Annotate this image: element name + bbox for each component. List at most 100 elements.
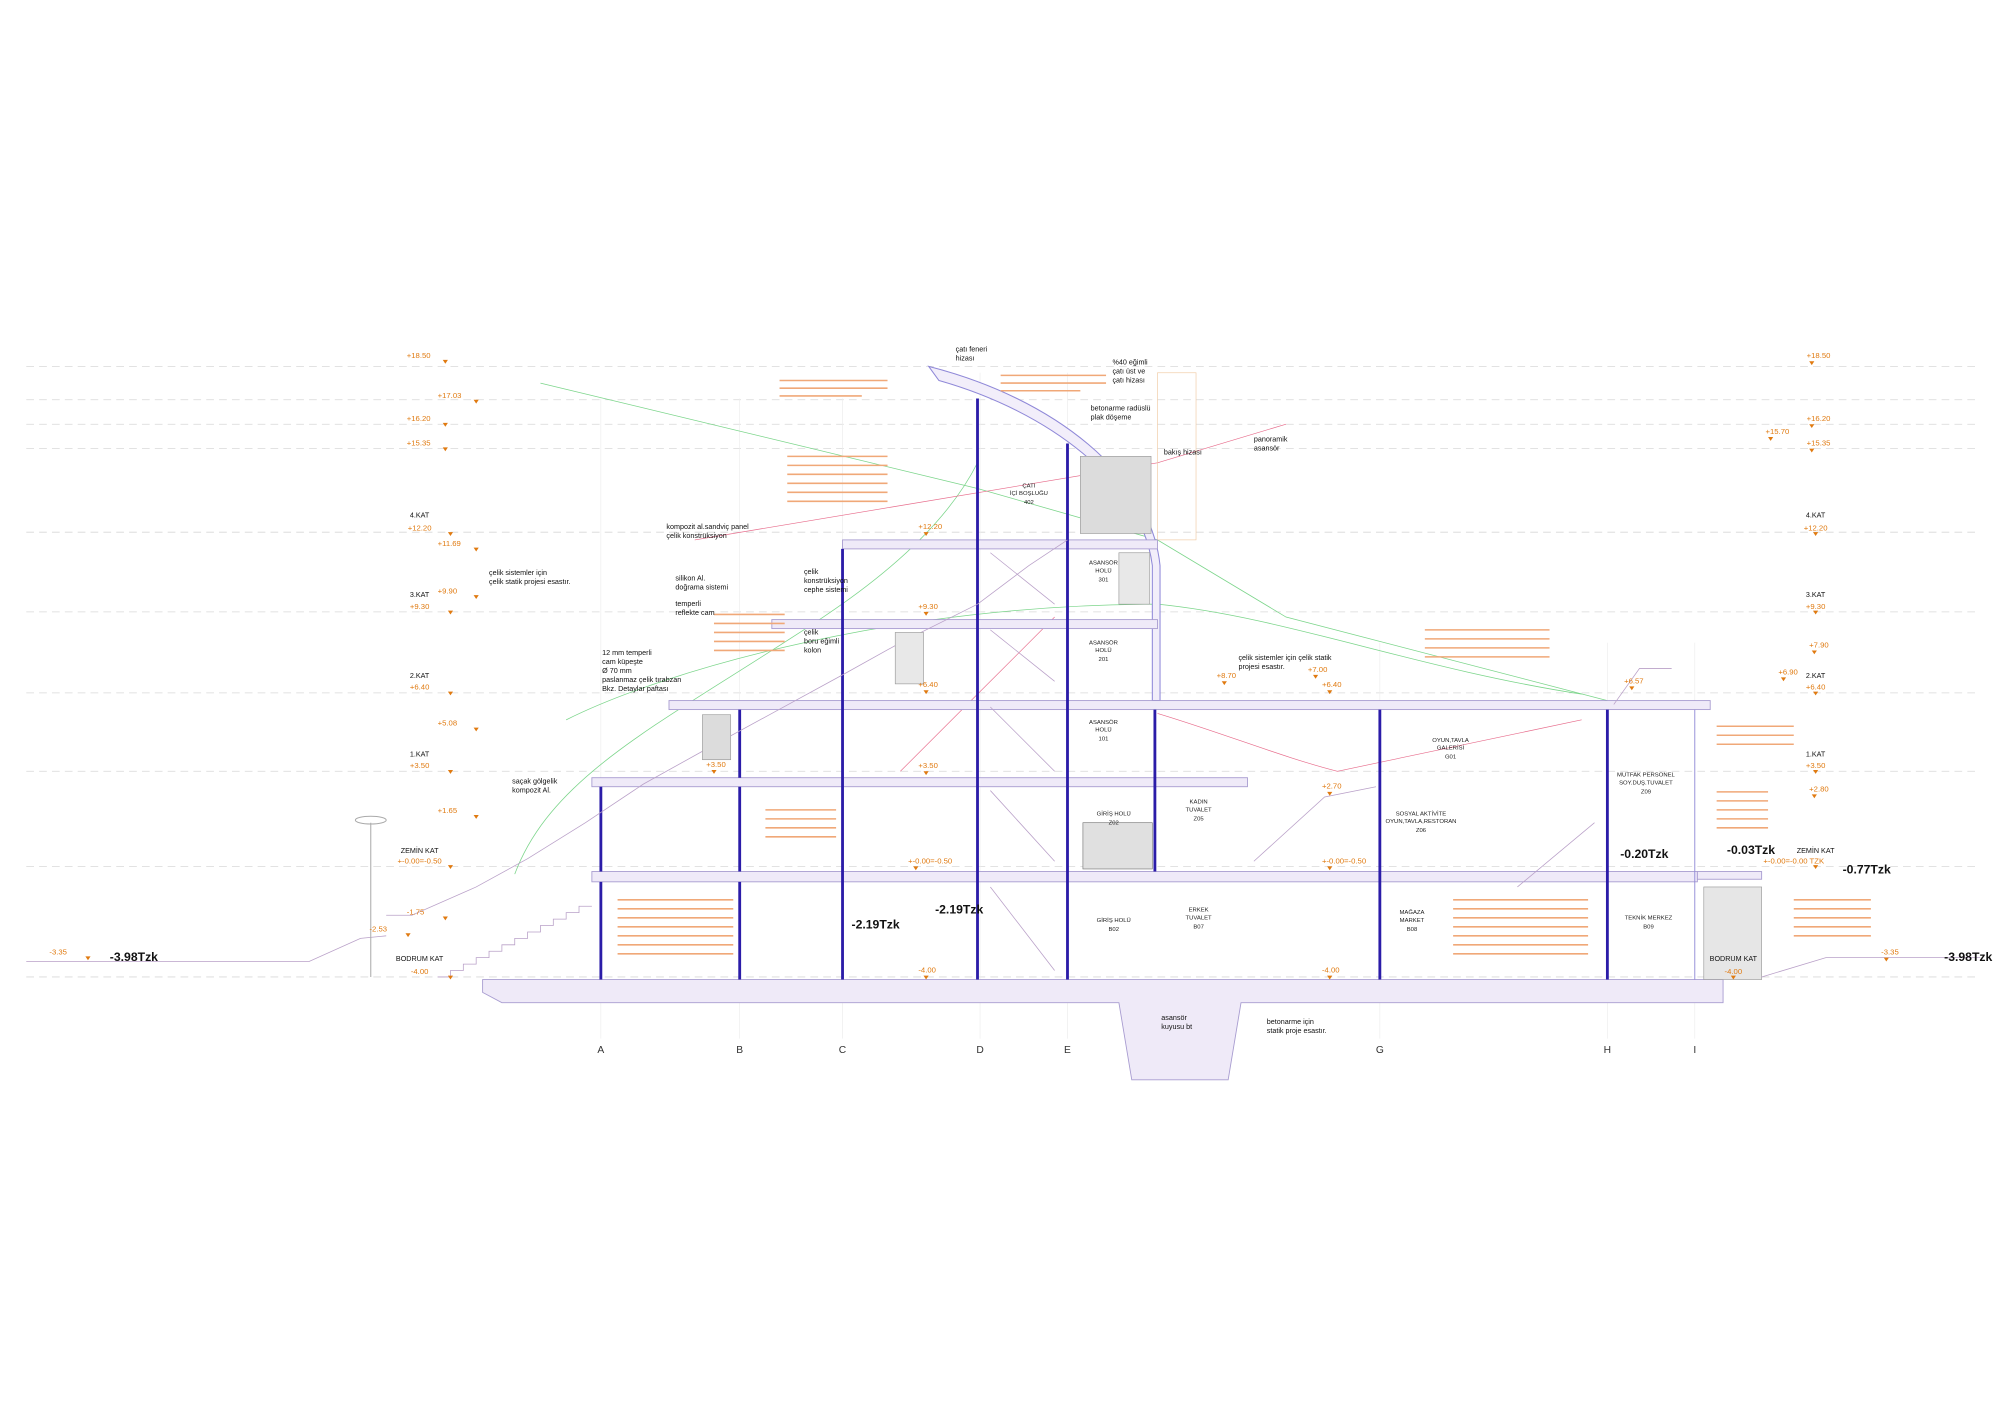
level-mark: +3.50 bbox=[918, 761, 938, 770]
annotation: panoramik bbox=[1254, 435, 1288, 444]
spot-level: -0.20Tzk bbox=[1620, 847, 1668, 861]
room-code: Z06 bbox=[1416, 828, 1427, 834]
spot-level: -3.98Tzk bbox=[1944, 950, 1992, 964]
annotation: cephe sistemi bbox=[804, 585, 848, 594]
level-mark: +16.20 bbox=[1807, 414, 1831, 423]
spot-level: -0.77Tzk bbox=[1843, 862, 1891, 876]
level-marker bbox=[1327, 975, 1333, 980]
fixtures bbox=[354, 552, 1153, 977]
room-name: ASANSÖR bbox=[1089, 719, 1118, 726]
level-marker bbox=[447, 975, 454, 980]
room-name: SOY.DUŞ.TUVALET bbox=[1619, 780, 1673, 786]
annotation: projesi esastır. bbox=[1238, 662, 1284, 671]
annotation: doğrama sistemi bbox=[675, 582, 728, 591]
level-name: 2.KAT bbox=[410, 671, 430, 680]
level-mark: -3.35 bbox=[1881, 948, 1899, 957]
spot-level: -3.98Tzk bbox=[110, 950, 158, 964]
room-name: ASANSÖR bbox=[1089, 639, 1118, 646]
level-mark: +11.69 bbox=[438, 539, 461, 548]
level-mark: +2.70 bbox=[1322, 782, 1342, 791]
room-name: İÇİ BOŞLUĞU bbox=[1010, 490, 1048, 497]
annotation: 12 mm temperli bbox=[602, 648, 652, 657]
level-marker bbox=[1221, 681, 1227, 686]
level-marker bbox=[1813, 769, 1819, 774]
level-mark: -2.53 bbox=[369, 924, 387, 933]
grid-axis-label: H bbox=[1604, 1045, 1611, 1056]
annotation: reflekte cam bbox=[675, 608, 714, 617]
annotation: statik proje esastır. bbox=[1267, 1026, 1327, 1035]
level-marker bbox=[1313, 674, 1319, 679]
stairs bbox=[26, 539, 1981, 978]
annotation: Bkz. Detaylar paftası bbox=[602, 684, 668, 693]
level-mark: -1.75 bbox=[407, 908, 425, 917]
grid-axis-label: G bbox=[1376, 1045, 1384, 1056]
level-elevation: +9.30 bbox=[1806, 602, 1825, 611]
level-marker bbox=[1809, 361, 1815, 366]
level-marker bbox=[447, 865, 454, 869]
annotation: çelik bbox=[804, 627, 819, 636]
room-name: ÇATI bbox=[1022, 483, 1035, 489]
room-code: B08 bbox=[1407, 927, 1418, 933]
level-marker bbox=[442, 447, 448, 452]
annotation: çelik sistemler için çelik statik bbox=[1238, 653, 1331, 662]
level-marker bbox=[1883, 957, 1889, 962]
grid-axis-label: E bbox=[1064, 1045, 1071, 1056]
level-marker bbox=[447, 532, 454, 537]
level-elevation: +-0.00=-0.50 bbox=[398, 856, 442, 865]
level-marker bbox=[1809, 448, 1815, 453]
level-mark: +16.20 bbox=[407, 414, 431, 423]
level-marker bbox=[923, 611, 929, 616]
room-name: ASANSÖR bbox=[1089, 560, 1118, 567]
room-name: TUVALET bbox=[1186, 915, 1213, 921]
level-marker bbox=[473, 727, 479, 732]
level-marker bbox=[447, 610, 454, 615]
annotation: betonarme için bbox=[1267, 1017, 1314, 1026]
annotation: asansör bbox=[1161, 1013, 1187, 1022]
level-elevation: +6.40 bbox=[1806, 683, 1825, 692]
level-name: 1.KAT bbox=[410, 749, 430, 758]
annotation: saçak gölgelik bbox=[512, 776, 558, 785]
level-marker bbox=[1813, 532, 1819, 537]
level-mark: +7.00 bbox=[1308, 665, 1328, 674]
level-marker bbox=[1768, 437, 1774, 441]
room-name: MUTFAK PERSONEL bbox=[1617, 773, 1675, 779]
level-name: 1.KAT bbox=[1806, 749, 1826, 758]
level-marker bbox=[85, 956, 91, 961]
level-marker bbox=[1730, 975, 1736, 980]
annotation: çatı feneri bbox=[956, 345, 988, 354]
room-name: GİRİŞ HOLÜ bbox=[1097, 810, 1131, 817]
level-name: BODRUM KAT bbox=[396, 954, 444, 963]
level-mark: +6.40 bbox=[918, 680, 938, 689]
room-name: TEKNİK MERKEZ bbox=[1625, 914, 1673, 921]
level-marker bbox=[1629, 686, 1635, 691]
room-code: B07 bbox=[1193, 924, 1204, 930]
level-marker bbox=[1809, 424, 1815, 429]
level-marker bbox=[1813, 691, 1819, 696]
room-name: GALERİSİ bbox=[1437, 745, 1465, 752]
level-mark: +-0.00=-0.50 bbox=[1322, 856, 1366, 865]
level-marker bbox=[447, 691, 454, 696]
level-mark: +-0.00=-0.50 bbox=[908, 856, 952, 865]
annotation: cam küpeşte bbox=[602, 657, 643, 666]
level-elevation: -4.00 bbox=[1725, 967, 1743, 976]
room-name: GİRİŞ HOLÜ bbox=[1097, 917, 1131, 924]
level-marker bbox=[447, 769, 454, 774]
level-marker bbox=[923, 532, 929, 537]
level-marker bbox=[1327, 866, 1333, 871]
level-marker bbox=[473, 547, 479, 552]
level-mark: +18.50 bbox=[407, 351, 431, 360]
level-marker bbox=[1811, 794, 1817, 799]
annotation: çelik konstrüksiyon bbox=[666, 531, 726, 540]
annotation: betonarme radüslü bbox=[1091, 404, 1151, 413]
level-mark: +6.90 bbox=[1778, 667, 1797, 676]
room-name: MARKET bbox=[1400, 918, 1425, 924]
level-mark: +9.90 bbox=[438, 586, 458, 595]
grid-axis-label: I bbox=[1693, 1045, 1696, 1056]
level-marker bbox=[442, 916, 448, 921]
room-name: ERKEK bbox=[1189, 908, 1209, 914]
level-marker bbox=[1327, 791, 1333, 796]
level-mark: -3.35 bbox=[49, 948, 67, 957]
annotation: Ø 70 mm bbox=[602, 666, 632, 675]
level-elevation: +3.50 bbox=[410, 761, 430, 770]
room-name: MAĞAZA bbox=[1400, 909, 1425, 916]
